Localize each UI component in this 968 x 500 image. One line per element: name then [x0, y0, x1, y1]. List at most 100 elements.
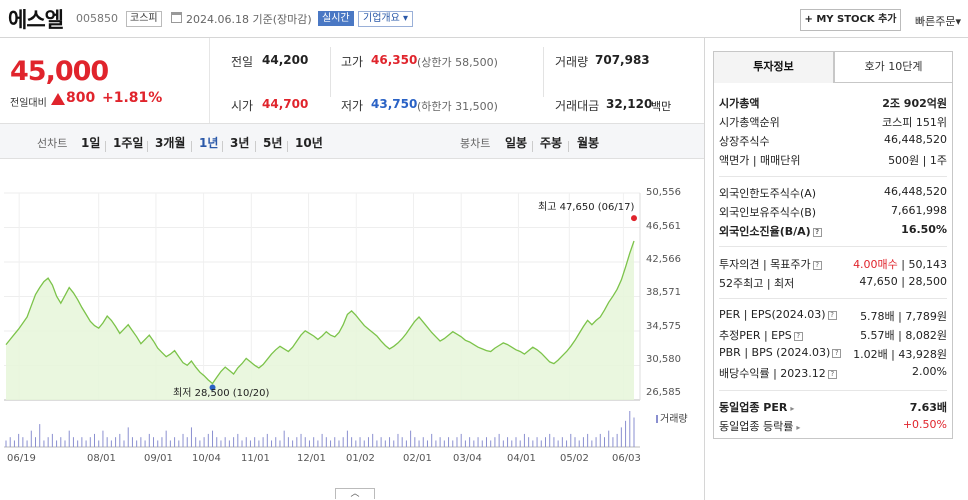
- row-label: 시가총액순위: [719, 116, 780, 129]
- info-row: 시가총액순위 코스피 151위: [719, 114, 947, 132]
- up-triangle-icon: [51, 93, 65, 105]
- x-tick: 05/02: [560, 453, 589, 464]
- y-tick: 38,571: [646, 287, 681, 298]
- tab-1w[interactable]: 1주일: [113, 136, 144, 150]
- low-value: 43,750: [371, 97, 418, 111]
- tab-order-book[interactable]: 호가 10단계: [834, 51, 953, 83]
- date-text: 2024.06.18 기준(장마감): [186, 13, 312, 26]
- help-icon[interactable]: ?: [812, 261, 822, 270]
- change-amount: 800: [66, 90, 96, 106]
- info-row: 외국인보유주식수(B) 7,661,998: [719, 204, 947, 222]
- row-value: 5.78배 | 7,789원: [860, 310, 947, 323]
- current-price: 45,000: [10, 56, 109, 87]
- divider: [719, 390, 947, 391]
- info-row: 외국인소진율(B/A)? 16.50%: [719, 223, 947, 241]
- target-value: 50,143: [908, 258, 948, 271]
- divider: [191, 141, 192, 152]
- info-row: 52주최고 | 최저 47,650 | 28,500: [719, 275, 947, 293]
- row-value: 코스피 151위: [882, 116, 947, 129]
- volume-legend-swatch: [656, 415, 658, 423]
- low-label: 저가: [341, 99, 364, 113]
- tab-3m[interactable]: 3개월: [155, 136, 186, 150]
- price-area-fill: [6, 241, 634, 400]
- row-label: 동일업종 등락률 ▸: [719, 418, 800, 434]
- x-tick: 12/01: [297, 453, 326, 464]
- tab-invest-info[interactable]: 투자정보: [713, 51, 834, 83]
- prev-close-value: 44,200: [262, 53, 309, 67]
- divider: [719, 298, 947, 299]
- volume-legend-label: 거래량: [660, 414, 688, 425]
- info-row: 상장주식수 46,448,520: [719, 133, 947, 151]
- divider: [719, 176, 947, 177]
- tab-weekly[interactable]: 주봉: [540, 136, 563, 150]
- chevron-down-icon: ▾: [403, 13, 409, 24]
- divider: [287, 141, 288, 152]
- tab-10y[interactable]: 10년: [295, 136, 323, 150]
- x-tick: 11/01: [241, 453, 270, 464]
- y-tick: 50,556: [646, 187, 681, 198]
- tab-5y[interactable]: 5년: [263, 136, 283, 150]
- row-label: 액면가 | 매매단위: [719, 154, 801, 167]
- amount-unit: 백만: [651, 100, 672, 113]
- info-row: 외국인한도주식수(A) 46,448,520: [719, 185, 947, 203]
- y-tick: 46,561: [646, 221, 681, 232]
- volume-value: 707,983: [595, 53, 650, 67]
- price-line: [5, 240, 635, 385]
- prev-close-label: 전일: [231, 55, 254, 69]
- tab-1d[interactable]: 1일: [81, 136, 101, 150]
- info-row: 액면가 | 매매단위 500원 | 1주: [719, 152, 947, 170]
- info-row: 배당수익률 | 2023.12? 2.00%: [719, 365, 947, 383]
- x-tick: 03/04: [453, 453, 482, 464]
- x-tick: 06/03: [612, 453, 641, 464]
- help-icon[interactable]: ?: [832, 349, 842, 358]
- collapse-button[interactable]: ︿: [335, 488, 375, 499]
- divider: [222, 141, 223, 152]
- quick-order-dropdown[interactable]: 빠른주문▾: [915, 13, 961, 29]
- open-value: 44,700: [262, 97, 309, 111]
- y-tick: 30,580: [646, 354, 681, 365]
- company-name: 에스엘: [8, 8, 64, 32]
- help-icon[interactable]: ?: [812, 228, 822, 237]
- company-info-dropdown[interactable]: 기업개요 ▾: [358, 11, 414, 27]
- row-value: 46,448,520: [884, 133, 947, 146]
- row-value: 2조 902억원: [882, 97, 947, 110]
- row-label: 52주최고 | 최저: [719, 277, 795, 290]
- help-icon[interactable]: ?: [827, 370, 837, 379]
- row-label: 외국인소진율(B/A)?: [719, 223, 822, 239]
- help-icon[interactable]: ?: [827, 311, 837, 320]
- row-value: 2.00%: [912, 365, 947, 378]
- help-icon[interactable]: ?: [793, 332, 803, 341]
- volume-label: 거래량: [555, 55, 589, 69]
- tab-monthly[interactable]: 월봉: [577, 136, 600, 150]
- divider: [255, 141, 256, 152]
- upper-limit-note: (상한가 58,500): [417, 56, 498, 69]
- y-tick: 42,566: [646, 254, 681, 265]
- row-value: 7.63배: [909, 401, 947, 414]
- calendar-icon: [171, 12, 182, 23]
- price-chart[interactable]: [0, 160, 704, 488]
- row-value: 46,448,520: [884, 185, 947, 198]
- tab-daily[interactable]: 일봉: [505, 136, 528, 150]
- amount-value: 32,120: [606, 97, 653, 111]
- my-stock-add-button[interactable]: + MY STOCK 추가: [800, 9, 901, 31]
- info-row[interactable]: 동일업종 등락률 ▸ +0.50%: [719, 418, 947, 436]
- market-badge: 코스피: [126, 11, 162, 27]
- tab-1y[interactable]: 1년: [199, 136, 219, 150]
- foreign-rate-label: 외국인소진율(B/A): [719, 225, 811, 238]
- lower-limit-note: (하한가 31,500): [417, 100, 498, 113]
- row-label: 배당수익률 | 2023.12?: [719, 365, 837, 381]
- line-chart-label: 선차트: [37, 137, 68, 150]
- row-value: +0.50%: [902, 418, 947, 431]
- y-tick: 34,575: [646, 321, 681, 332]
- info-row[interactable]: 동일업종 PER ▸ 7.63배: [719, 399, 947, 417]
- row-label: PER | EPS(2024.03)?: [719, 308, 837, 321]
- pbr-label: PBR | BPS (2024.03): [719, 346, 831, 359]
- x-tick: 10/04: [192, 453, 221, 464]
- header: [0, 0, 968, 38]
- realtime-badge[interactable]: 실시간: [318, 11, 354, 26]
- x-tick: 09/01: [144, 453, 173, 464]
- arrow-right-icon: ▸: [796, 423, 801, 432]
- x-tick: 01/02: [346, 453, 375, 464]
- tab-3y[interactable]: 3년: [230, 136, 250, 150]
- est-per-label: 추정PER | EPS: [719, 329, 792, 342]
